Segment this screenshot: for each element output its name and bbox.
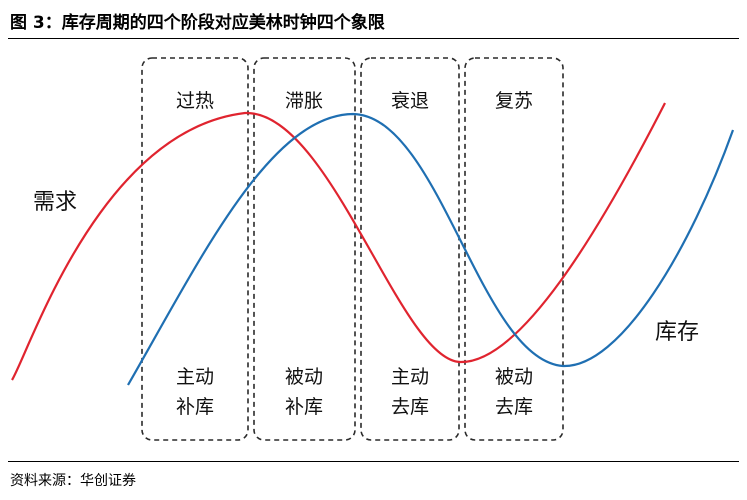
demand-curve bbox=[11, 102, 666, 381]
phase-box-recovery bbox=[464, 57, 564, 441]
phase-box-stagflation bbox=[253, 57, 356, 441]
phase-action-line2-recession: 去库 bbox=[391, 396, 429, 418]
source-rule bbox=[8, 461, 739, 462]
phase-action-line1-recovery: 被动 bbox=[495, 366, 533, 388]
phase-name-recovery: 复苏 bbox=[495, 90, 533, 112]
phase-name-recession: 衰退 bbox=[391, 90, 429, 112]
title-rule bbox=[8, 38, 739, 39]
phase-name-stagflation: 滞胀 bbox=[285, 90, 323, 112]
phase-action-line2-recovery: 去库 bbox=[495, 396, 533, 418]
figure-source: 资料来源：华创证券 bbox=[10, 473, 136, 489]
demand-curve-label: 需求 bbox=[33, 190, 77, 215]
phase-action-line1-recession: 主动 bbox=[391, 366, 429, 388]
phase-box-recession bbox=[360, 57, 460, 441]
inventory-curve-label: 库存 bbox=[655, 320, 699, 345]
phase-action-line2-stagflation: 补库 bbox=[285, 396, 323, 418]
figure-title: 图 3：库存周期的四个阶段对应美林时钟四个象限 bbox=[10, 13, 385, 33]
phase-action-line1-overheating: 主动 bbox=[176, 366, 214, 388]
phase-name-overheating: 过热 bbox=[176, 90, 214, 112]
phase-action-line1-stagflation: 被动 bbox=[285, 366, 323, 388]
phase-box-overheating bbox=[141, 57, 249, 441]
phase-action-line2-overheating: 补库 bbox=[176, 396, 214, 418]
inventory-curve bbox=[127, 112, 735, 386]
